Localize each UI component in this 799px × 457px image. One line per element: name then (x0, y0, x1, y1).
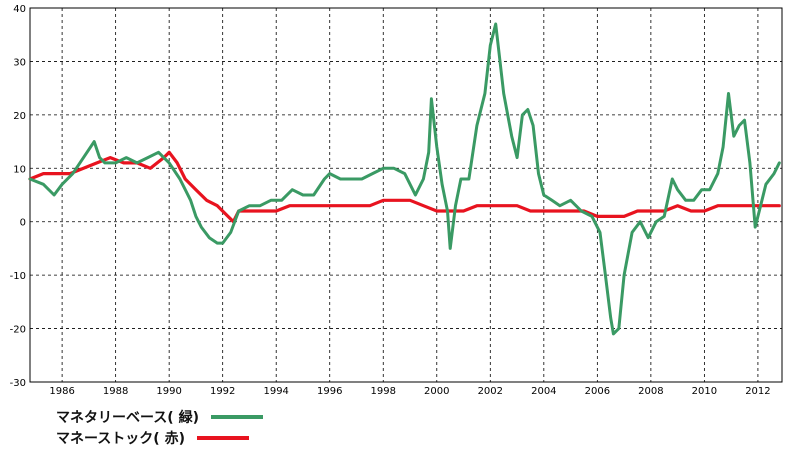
y-tick-label: -20 (10, 325, 26, 336)
y-tick-label: -30 (10, 378, 26, 389)
legend-label-monetary-base: マネタリーベース( 緑) (56, 410, 199, 426)
y-tick-label: -10 (10, 271, 26, 282)
x-tick-label: 1986 (49, 386, 74, 397)
x-tick-label: 1990 (156, 386, 181, 397)
x-tick-label: 1988 (103, 386, 128, 397)
legend-label-money-stock: マネーストック( 赤) (56, 431, 185, 447)
series-lines (28, 22, 781, 336)
y-tick-label: 40 (13, 4, 26, 15)
x-tick-label: 2008 (638, 386, 663, 397)
y-axis-ticks: 40 30 20 10 0 -10 -20 -30 (10, 4, 26, 389)
y-tick-label: 0 (20, 218, 26, 229)
series-line-monetary-base (28, 22, 781, 336)
y-tick-label: 20 (13, 111, 26, 122)
x-tick-label: 1992 (210, 386, 235, 397)
x-tick-label: 1994 (263, 386, 288, 397)
x-axis-ticks: 1986 1988 1990 1992 1994 1996 1998 2000 2002 2004… (49, 386, 770, 397)
y-tick-label: 10 (13, 164, 26, 175)
x-tick-label: 2006 (585, 386, 610, 397)
legend-swatch-monetary-base (210, 415, 263, 419)
x-tick-label: 1996 (317, 386, 342, 397)
x-tick-label: 2010 (692, 386, 717, 397)
legend-item-monetary-base: マネタリーベース( 緑) (56, 407, 263, 427)
legend-item-money-stock: マネーストック( 赤) (56, 428, 249, 448)
plot-area (29, 7, 783, 383)
x-tick-label: 2012 (745, 386, 770, 397)
legend-swatch-money-stock (196, 436, 249, 440)
x-tick-label: 2000 (424, 386, 449, 397)
x-tick-label: 2002 (478, 386, 503, 397)
y-tick-label: 30 (13, 57, 26, 68)
x-tick-label: 2004 (531, 386, 556, 397)
x-tick-label: 1998 (371, 386, 396, 397)
